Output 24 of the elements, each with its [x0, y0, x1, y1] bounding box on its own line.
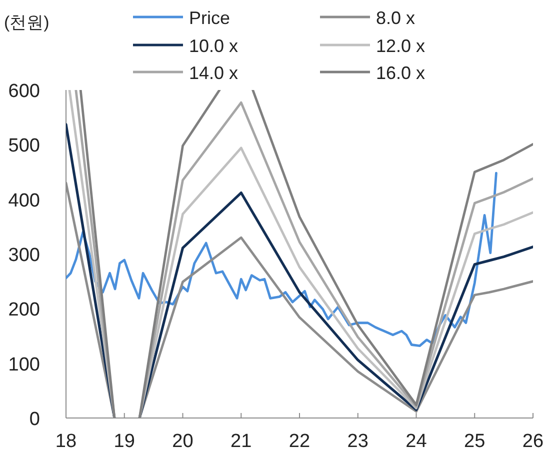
y-axis-title: (천원)	[4, 13, 50, 32]
y-tick-label: 0	[29, 409, 40, 430]
x-tick-label: 26	[522, 431, 544, 452]
y-tick-label: 100	[8, 354, 40, 376]
legend-label: 14.0 x	[189, 63, 238, 83]
x-tick-label: 20	[172, 431, 194, 452]
legend-label: 10.0 x	[189, 36, 238, 56]
x-tick-label: 23	[347, 431, 368, 452]
y-tick-label: 400	[8, 190, 40, 212]
legend-label: Price	[189, 8, 230, 28]
line-series	[66, 172, 498, 348]
x-tick-label: 19	[114, 431, 135, 452]
y-tick-label: 600	[8, 81, 40, 102]
x-tick-label: 21	[230, 431, 252, 452]
y-tick-label: 500	[8, 136, 40, 157]
x-tick-label: 22	[288, 431, 310, 452]
y-tick-label: 300	[8, 245, 40, 266]
x-tick-label: 25	[464, 431, 486, 452]
x-tick-label: 24	[406, 431, 428, 452]
legend-label: 12.0 x	[376, 36, 426, 56]
legend-label: 16.0 x	[376, 63, 426, 83]
legend-label: 8.0 x	[376, 8, 416, 28]
x-tick-label: 18	[55, 431, 77, 452]
y-tick-label: 200	[8, 300, 40, 321]
